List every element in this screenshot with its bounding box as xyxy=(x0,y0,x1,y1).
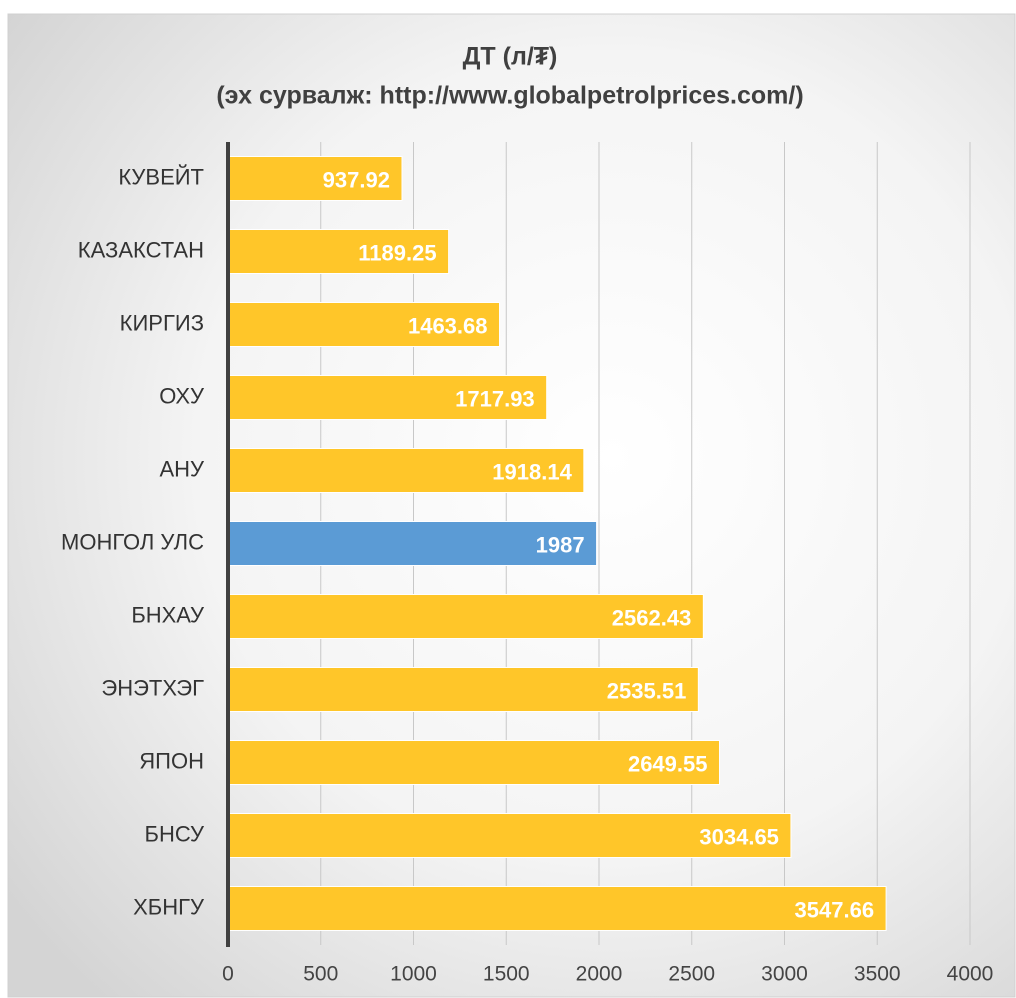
data-label: 1463.68 xyxy=(408,313,488,338)
bar xyxy=(227,740,720,785)
bar xyxy=(227,886,887,931)
y-tick-label: ЯПОН xyxy=(139,748,204,773)
y-tick-label: БНХАУ xyxy=(131,602,205,627)
y-tick-label: БНСУ xyxy=(145,821,205,846)
x-tick-label: 0 xyxy=(222,963,234,986)
bar xyxy=(227,375,548,420)
y-tick-label: АНУ xyxy=(159,456,205,481)
x-tick-label: 1500 xyxy=(483,963,530,986)
chart-subtitle: (эх сурвалж: http://www.globalpetrolpric… xyxy=(216,82,803,110)
data-label: 2535.51 xyxy=(607,678,687,703)
y-tick-label: КАЗАКСТАН xyxy=(78,237,204,262)
y-tick-label: ОХУ xyxy=(159,383,205,408)
data-label: 1918.14 xyxy=(492,459,572,484)
x-tick-label: 2500 xyxy=(668,963,715,986)
bar xyxy=(227,448,585,493)
data-label: 1717.93 xyxy=(455,386,535,411)
chart-title: ДТ (л/₮) xyxy=(463,43,558,71)
x-tick-label: 3000 xyxy=(761,963,808,986)
x-tick-label: 500 xyxy=(303,963,338,986)
data-label: 1987 xyxy=(536,532,585,557)
data-label: 1189.25 xyxy=(358,240,436,265)
x-tick-label: 1000 xyxy=(390,963,437,986)
x-tick-label: 4000 xyxy=(947,963,994,986)
bar xyxy=(227,302,501,347)
bar xyxy=(227,594,704,639)
data-label: 3034.65 xyxy=(699,824,779,849)
y-tick-label: ХБНГУ xyxy=(133,894,205,919)
data-label: 2562.43 xyxy=(612,605,692,630)
data-label: 2649.55 xyxy=(628,751,708,776)
bar xyxy=(227,813,792,858)
x-tick-label: 3500 xyxy=(854,963,901,986)
bar xyxy=(227,156,403,201)
bar xyxy=(227,521,598,566)
y-tick-label: МОНГОЛ УЛС xyxy=(61,529,204,554)
y-tick-label: ЭНЭТХЭГ xyxy=(101,675,204,700)
data-label: 937.92 xyxy=(323,167,390,192)
x-tick-label: 2000 xyxy=(576,963,623,986)
bar xyxy=(227,229,450,274)
data-label: 3547.66 xyxy=(795,897,875,922)
y-tick-label: КИРГИЗ xyxy=(120,310,204,335)
y-tick-label: КУВЕЙТ xyxy=(118,164,204,189)
bar xyxy=(227,667,699,712)
